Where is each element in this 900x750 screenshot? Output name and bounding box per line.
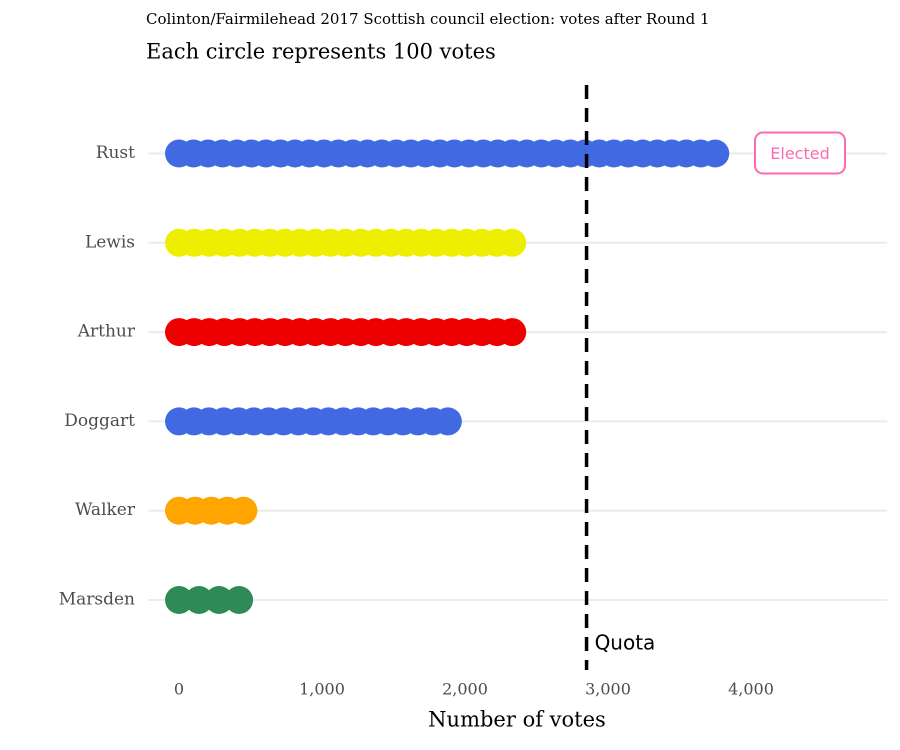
- y-tick-label: Arthur: [77, 322, 136, 342]
- vote-circle: [229, 496, 258, 525]
- vote-circle: [701, 139, 730, 168]
- dot-row: [165, 228, 527, 257]
- quota-label: Quota: [595, 631, 656, 655]
- vote-circle: [498, 228, 527, 257]
- vote-circle: [165, 586, 194, 614]
- vote-circle: [498, 318, 527, 347]
- x-tick-label: 1,000: [299, 680, 345, 699]
- y-tick-label: Rust: [96, 143, 135, 163]
- y-tick-label: Marsden: [59, 590, 135, 610]
- x-tick-label: 2,000: [442, 680, 488, 699]
- chart-title: Colinton/Fairmilehead 2017 Scottish coun…: [146, 10, 710, 28]
- chart-subtitle: Each circle represents 100 votes: [146, 40, 496, 64]
- x-tick-label: 3,000: [585, 680, 631, 699]
- y-tick-label: Lewis: [85, 232, 135, 252]
- dot-row: [165, 496, 258, 525]
- x-tick-label: 4,000: [728, 680, 774, 699]
- vote-circle: [225, 586, 254, 614]
- vote-circle: [433, 407, 462, 436]
- y-tick-label: Doggart: [64, 411, 135, 431]
- dot-row: [165, 139, 730, 168]
- annotation-box: [754, 131, 846, 175]
- dot-row: [165, 318, 527, 347]
- x-axis-title: Number of votes: [428, 708, 606, 732]
- dot-row: [165, 407, 462, 436]
- y-tick-label: Walker: [75, 500, 136, 520]
- dot-row: [165, 586, 254, 614]
- vote-circle: [205, 586, 234, 614]
- vote-circle: [185, 586, 214, 614]
- annotation-label: Elected: [770, 144, 829, 163]
- x-tick-label: 0: [174, 680, 184, 699]
